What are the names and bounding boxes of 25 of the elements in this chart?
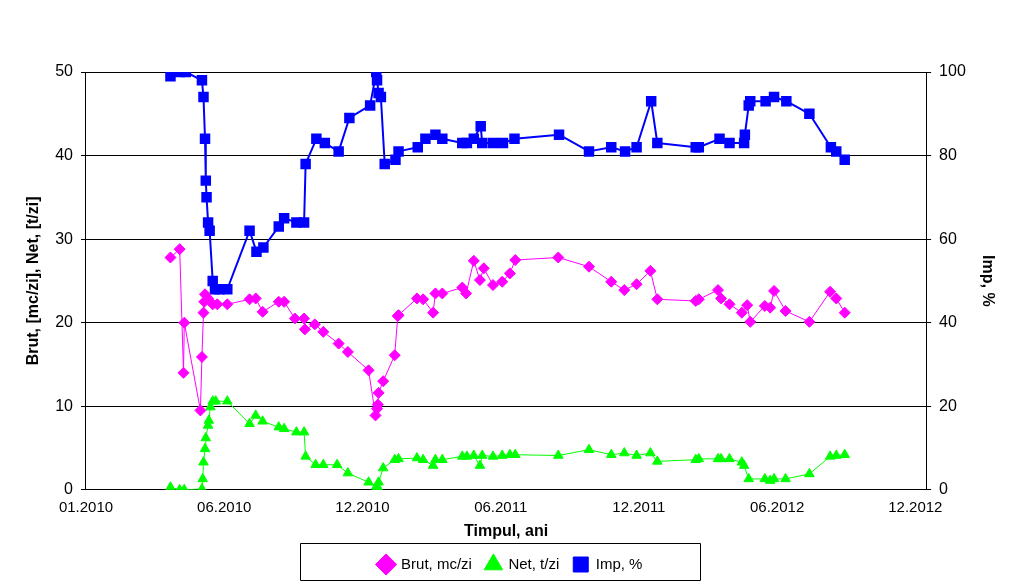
y2-tick-label: 40 [939,313,957,331]
y-tick-label: 20 [55,313,74,331]
y-tick-label: 0 [64,480,74,498]
x-tick-label: 12.2011 [612,497,666,515]
y2-tick-label: 60 [939,229,957,247]
legend-label: Net, t/zi [508,554,560,572]
y-tick-label: 40 [55,145,74,163]
y2-tick-label: 100 [939,62,966,80]
x-tick-label: 12.2010 [335,497,390,515]
y-axis-title: Brut, [mc/zi], Net, [t/zi] [24,196,42,366]
y-tick-label: 50 [55,62,74,80]
x-tick-label: 06.2010 [197,497,252,515]
y2-tick-label: 20 [939,396,957,414]
x-axis-title: Timpul, ani [463,521,549,539]
legend-label: Imp, % [595,554,643,572]
y-tick-label: 10 [55,396,74,414]
x-tick-label: 06.2011 [474,497,528,515]
y2-tick-label: 80 [939,145,957,163]
y2-tick-label: 0 [939,480,949,498]
x-tick-label: 12.2012 [888,497,943,515]
x-tick-label: 06.2012 [750,497,805,515]
y2-axis-title: Imp, % [979,255,997,307]
x-tick-label: 01.2010 [58,497,114,515]
legend-label: Brut, mc/zi [401,554,472,572]
y-tick-label: 30 [55,229,74,247]
